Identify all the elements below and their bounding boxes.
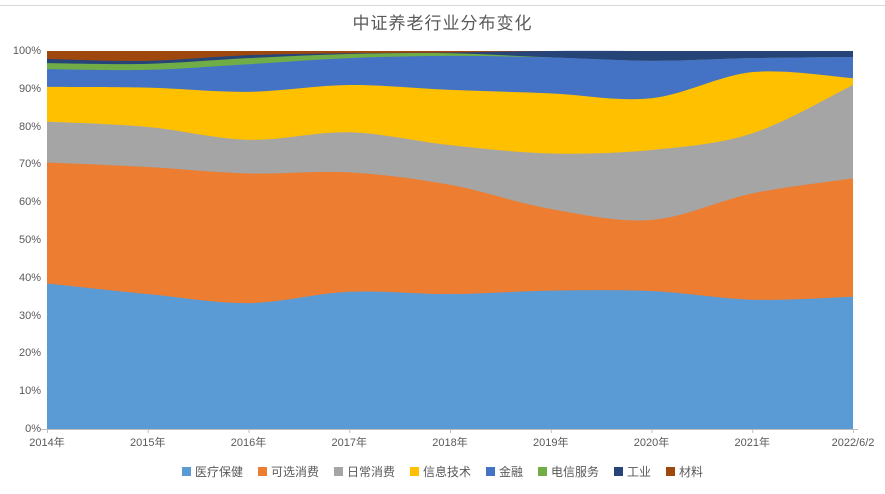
y-tick-label-0: 0% xyxy=(25,423,41,435)
legend-swatch-医疗保健 xyxy=(181,467,191,476)
legend-label-信息技术: 信息技术 xyxy=(422,465,471,479)
x-tick-label-7: 2020年 xyxy=(633,437,670,449)
y-tick-label-70: 70% xyxy=(18,158,41,171)
legend-swatch-电信服务 xyxy=(538,467,548,476)
y-tick-label-50: 50% xyxy=(18,234,41,246)
y-tick-label-40: 40% xyxy=(18,271,41,284)
x-tick-label-6: 2019年 xyxy=(533,437,569,449)
legend-swatch-材料 xyxy=(666,467,676,476)
legend-label-材料: 材料 xyxy=(679,465,704,479)
y-tick-label-30: 30% xyxy=(18,309,41,322)
chart-title: 中证养老行业分布变化 xyxy=(352,14,533,33)
x-tick-label-1: 2014年 xyxy=(29,437,65,449)
chart-legend: 医疗保健 可选消费 日常消费 信息技术 金融 电信服务 工业 材料 xyxy=(0,463,885,480)
x-tick-label-4: 2017年 xyxy=(331,437,367,449)
x-axis-line xyxy=(40,429,858,433)
y-tick-label-100: 100% xyxy=(12,45,41,57)
x-tick-label-5: 2018年 xyxy=(432,437,468,449)
legend-label-可选消费: 可选消费 xyxy=(270,465,319,479)
legend-item-电信服务[interactable]: 电信服务 xyxy=(538,463,599,480)
legend-label-工业: 工业 xyxy=(627,465,652,479)
y-tick-label-10: 10% xyxy=(18,385,41,398)
legend-label-金融: 金融 xyxy=(499,465,524,479)
y-tick-label-20: 20% xyxy=(18,347,41,360)
legend-swatch-金融 xyxy=(486,467,495,476)
legend-swatch-日常消费 xyxy=(333,467,343,476)
legend-item-金融[interactable]: 金融 xyxy=(486,463,523,480)
y-tick-label-60: 60% xyxy=(18,196,41,209)
legend-item-日常消费[interactable]: 日常消费 xyxy=(333,463,395,480)
legend-label-日常消费: 日常消费 xyxy=(346,465,395,479)
y-tick-label-80: 80% xyxy=(18,120,41,133)
area-series-医疗保健[interactable] xyxy=(47,283,853,429)
x-tick-label-9: 2022/6/2 xyxy=(831,437,875,449)
legend-item-可选消费[interactable]: 可选消费 xyxy=(257,463,319,480)
x-tick-label-3: 2016年 xyxy=(230,437,267,449)
legend-label-电信服务: 电信服务 xyxy=(551,465,600,479)
y-tick-label-90: 90% xyxy=(18,82,41,95)
legend-swatch-信息技术 xyxy=(409,467,419,476)
chart-border-top xyxy=(0,5,885,6)
x-tick-label-2: 2015年 xyxy=(130,437,166,449)
legend-swatch-可选消费 xyxy=(257,467,267,476)
legend-item-医疗保健[interactable]: 医疗保健 xyxy=(181,463,243,480)
legend-swatch-工业 xyxy=(614,467,624,476)
legend-item-工业[interactable]: 工业 xyxy=(614,463,651,480)
legend-item-信息技术[interactable]: 信息技术 xyxy=(409,463,471,480)
legend-item-材料[interactable]: 材料 xyxy=(666,463,703,480)
legend-label-医疗保健: 医疗保健 xyxy=(194,465,243,479)
x-tick-label-8: 2021年 xyxy=(734,437,770,449)
